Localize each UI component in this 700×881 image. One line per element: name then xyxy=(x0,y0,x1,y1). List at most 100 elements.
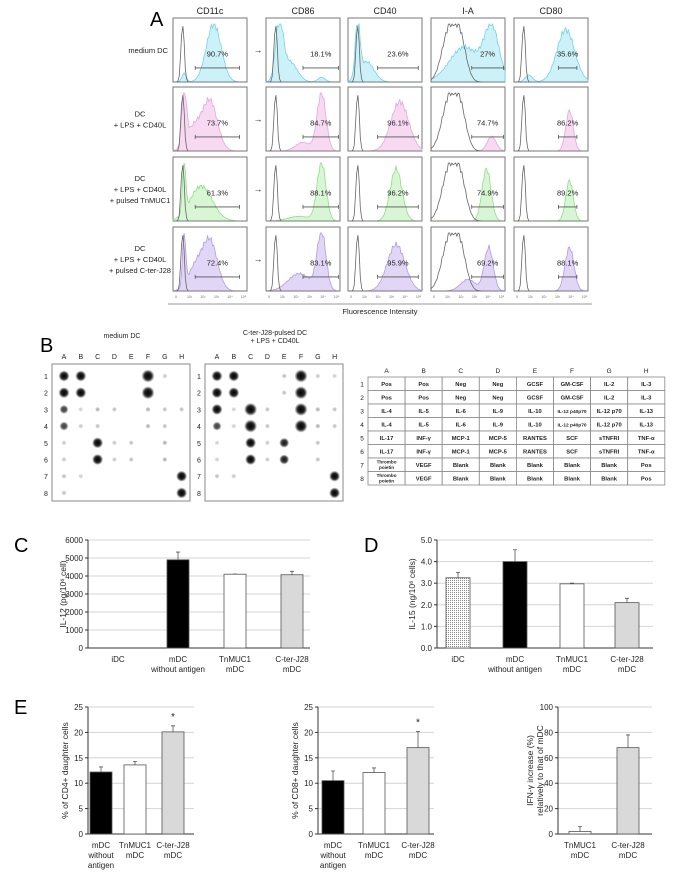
table-cell-text: IL-3 xyxy=(641,395,652,401)
histogram-cell xyxy=(513,17,589,83)
table-cell-text: Blank xyxy=(527,463,544,469)
histogram-cell xyxy=(347,86,423,152)
blot-spot xyxy=(75,370,87,382)
arrow-icon: → xyxy=(254,45,263,55)
histogram-cell xyxy=(430,226,506,292)
condition-label: + LPS + CD40L xyxy=(114,185,167,194)
histogram-cell xyxy=(513,226,589,292)
gate-marker xyxy=(194,274,240,279)
error-bar xyxy=(456,572,460,578)
blot-column-label: H xyxy=(179,354,184,361)
blot-spot xyxy=(294,419,308,433)
blot-column-label: A xyxy=(62,354,67,361)
gate-percentage: 27% xyxy=(480,49,495,58)
blot-spot xyxy=(128,440,134,446)
blot-spot xyxy=(231,406,237,412)
category-label-line: without antigen xyxy=(150,665,205,674)
blot-spot xyxy=(294,369,308,383)
category-label-line: TnMUC1 xyxy=(556,655,589,664)
blot-spot xyxy=(214,457,220,462)
table-cell-text: IL-4 xyxy=(381,422,392,428)
blot-spot xyxy=(329,470,341,482)
blot-spot xyxy=(162,373,168,379)
y-tick-label: 3.0 xyxy=(421,579,433,588)
panel-d-label: D xyxy=(364,535,378,557)
y-axis-label-line: % of CD8+ daughter cells xyxy=(290,722,300,819)
axis-tick-label: 10² xyxy=(200,295,206,299)
histogram-cell xyxy=(172,17,248,83)
bar xyxy=(161,731,185,835)
histogram-cell xyxy=(347,17,423,83)
blot-column-label: C xyxy=(248,354,253,361)
histogram-cell xyxy=(265,226,341,292)
table-cell-text: GCSF xyxy=(527,395,544,401)
blot-spot xyxy=(92,454,104,465)
axis-tick-label: 10² xyxy=(458,295,464,299)
gate-percentage: 89.2% xyxy=(557,188,579,197)
panel-c-label: C xyxy=(14,535,28,557)
axis-tick-label: 10¹ xyxy=(528,295,534,299)
blot-spot xyxy=(332,406,338,412)
table-cell-text: Pos xyxy=(641,463,652,469)
table-cell-text: IL-5 xyxy=(418,409,429,415)
gate-marker xyxy=(377,274,419,279)
blot-spot xyxy=(294,386,308,400)
category-label-line: C-ter-J28 xyxy=(401,841,435,850)
axis-tick-label: 0 xyxy=(433,295,435,299)
gate-marker xyxy=(558,274,578,279)
blot-column-label: C xyxy=(95,354,100,361)
category-label: mDC without antigen xyxy=(487,655,542,674)
category-label: C-ter-J28 mDC xyxy=(156,841,190,860)
marker-header: CD80 xyxy=(539,6,562,16)
isotype-histogram xyxy=(514,165,588,222)
gate-marker xyxy=(471,204,504,209)
blot-row-label: 4 xyxy=(197,424,201,431)
table-row-header: 6 xyxy=(360,449,364,456)
category-label-line: without xyxy=(87,851,114,860)
blot-title: medium DC xyxy=(104,333,141,340)
condition-label: + pulsed TnMUC1 xyxy=(110,196,171,205)
blot-column-label: D xyxy=(265,354,270,361)
category-label: TnMUC1 mDC xyxy=(119,841,152,860)
table-cell xyxy=(627,471,666,486)
table-cell-text: GM-CSF xyxy=(561,395,584,401)
error-bar xyxy=(626,734,630,748)
y-axis-label-line: IL-15 (ng/10⁶ cells) xyxy=(407,558,417,630)
condition-label: DC xyxy=(135,110,146,119)
isotype-histogram xyxy=(173,95,247,152)
table-cell-text: IL-3 xyxy=(641,382,652,388)
table-cell-text: IL-4 xyxy=(381,409,392,415)
sample-histogram xyxy=(265,162,340,222)
y-tick-label: 0 xyxy=(549,830,554,839)
axis-tick-label: 10⁵ xyxy=(499,295,505,299)
blot-spot xyxy=(214,473,220,479)
isotype-histogram xyxy=(173,26,247,83)
isotype-histogram xyxy=(173,165,247,222)
axis-tick-label: 0 xyxy=(516,295,518,299)
gate-marker xyxy=(377,134,419,139)
blot-row-label: 3 xyxy=(197,407,201,414)
table-row-header: 7 xyxy=(360,462,364,469)
axis-tick-label: 10⁵ xyxy=(334,295,340,299)
blot-spot xyxy=(162,423,168,429)
axis-tick-label: 10³ xyxy=(389,295,395,299)
category-label-line: mDC xyxy=(92,841,110,850)
gate-percentage: 61.3% xyxy=(207,188,229,197)
table-cell-text: IL-12 p40p70 xyxy=(558,409,587,415)
category-label: TnMUC1 mDC xyxy=(556,655,589,674)
axis-tick-label: 10⁴ xyxy=(485,295,491,299)
sample-histogram xyxy=(265,232,341,292)
isotype-histogram xyxy=(430,23,505,83)
error-bar xyxy=(416,730,420,748)
y-tick-label: 40 xyxy=(544,779,553,788)
histogram-cell xyxy=(347,156,423,222)
axis-tick-label: 10⁵ xyxy=(241,295,247,299)
arrow-icon: → xyxy=(254,254,263,264)
blot-row-label: 5 xyxy=(197,441,201,448)
category-label-line: mDC xyxy=(365,851,383,860)
histogram-cell xyxy=(430,86,506,152)
gate-marker xyxy=(377,204,419,209)
table-cell-text: GCSF xyxy=(527,382,544,388)
